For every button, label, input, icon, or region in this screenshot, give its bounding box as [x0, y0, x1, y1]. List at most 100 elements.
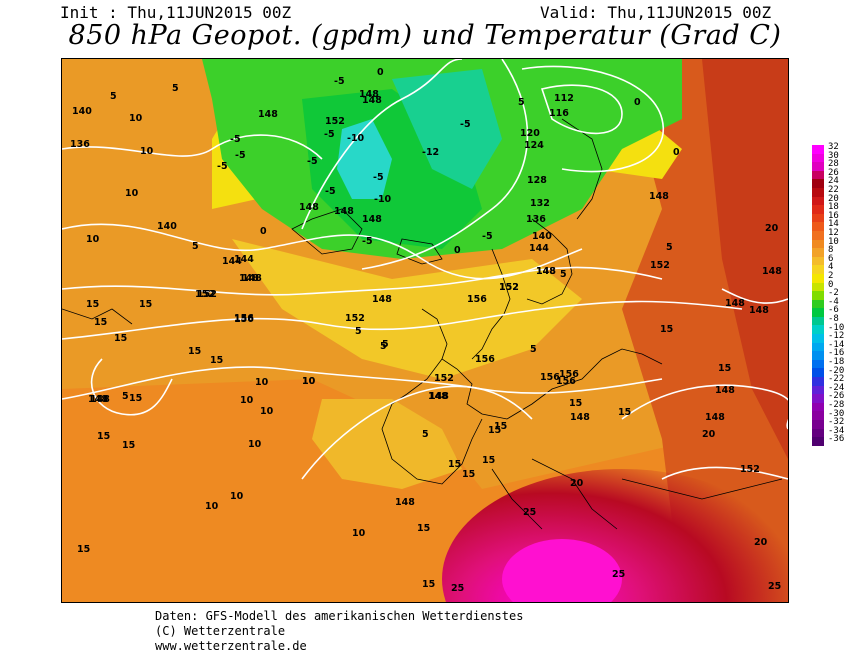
scale-swatch	[812, 239, 824, 249]
geopot-label: 140	[532, 231, 552, 242]
temp-label: 0	[634, 97, 641, 108]
scale-label: -14	[828, 339, 845, 350]
geopot-label: 148	[362, 214, 382, 225]
geopot-label: 152	[345, 313, 365, 324]
scale-swatch	[812, 342, 824, 352]
geopot-label: 128	[527, 175, 547, 186]
temp-label: -5	[460, 119, 471, 130]
geopot-label: 148	[299, 202, 319, 213]
temp-label: 10	[125, 188, 139, 199]
scale-label: 2	[828, 271, 834, 281]
scale-swatch	[812, 291, 824, 300]
scale-swatch	[812, 359, 824, 369]
scale-swatch	[812, 273, 824, 283]
footer-source: Daten: GFS-Modell des amerikanischen Wet…	[155, 609, 524, 623]
temp-label: 20	[570, 478, 584, 489]
geopot-label: 148	[334, 206, 354, 217]
temp-label: 25	[451, 583, 464, 594]
geopot-label: 148	[725, 298, 745, 309]
geopot-label: 148	[359, 89, 379, 100]
geopot-label: 144	[222, 256, 242, 267]
scale-swatch	[812, 394, 824, 403]
map-title: 850 hPa Geopot. (gpdm) und Temperatur (G…	[68, 20, 782, 51]
scale-swatch	[812, 170, 824, 180]
temp-label: 15	[448, 459, 461, 470]
temp-label: 15	[77, 544, 90, 555]
geopot-label: 152	[650, 260, 670, 271]
temp-label: 15	[618, 407, 631, 418]
scale-label: 18	[828, 202, 839, 213]
temp-label: 0	[673, 147, 680, 158]
scale-label: -22	[828, 374, 845, 385]
geopot-label: 112	[554, 93, 574, 104]
temp-label: 10	[352, 528, 366, 539]
scale-label: -36	[828, 434, 845, 445]
geopotential-labels: 140 136 140 144 148 152 156 148 152 156 …	[70, 89, 782, 508]
geopot-label: 124	[524, 140, 544, 151]
temp-label: -5	[307, 156, 318, 167]
geopot-label: 148	[429, 391, 449, 402]
temp-field-cyan-core	[337, 119, 392, 199]
geopot-label: 156	[540, 372, 560, 383]
temp-label: 15	[188, 346, 201, 357]
geopot-label: 152	[499, 282, 519, 293]
temp-label: 10	[86, 234, 100, 245]
scale-swatch	[812, 428, 824, 438]
temp-label: 25	[523, 507, 536, 518]
temp-label: -5	[482, 231, 493, 242]
temp-label: 15	[462, 469, 475, 480]
geopot-label: 148	[372, 294, 392, 305]
scale-swatch	[812, 162, 824, 171]
scale-swatch	[812, 265, 824, 274]
temp-label: -5	[334, 76, 345, 87]
geopot-label: 148	[90, 394, 110, 405]
temp-label: 5	[355, 326, 362, 337]
geopot-label: 144	[529, 243, 549, 254]
temp-label: 10	[260, 406, 274, 417]
scale-swatch	[812, 437, 824, 446]
geopot-label: 148	[88, 394, 108, 405]
scale-label: 4	[828, 262, 834, 273]
geopot-label: 156	[234, 314, 254, 325]
geopot-label: 156	[559, 369, 579, 380]
scale-label: -8	[828, 314, 839, 324]
temp-label: 5	[560, 269, 567, 280]
temp-label: 20	[754, 537, 768, 548]
temp-label: 5	[110, 91, 117, 102]
scale-swatch	[812, 145, 824, 154]
geopot-label: 152	[325, 116, 345, 127]
scale-swatch	[812, 411, 824, 420]
geopot-label: 148	[536, 266, 556, 277]
temp-label: 15	[660, 324, 673, 335]
temp-label: -5	[324, 129, 335, 140]
scale-label: 14	[828, 219, 839, 230]
geopot-label: 140	[72, 106, 92, 117]
temp-label: -12	[422, 147, 439, 158]
geopot-label: 148	[715, 385, 735, 396]
footer-url: www.wetterzentrale.de	[155, 639, 307, 653]
temp-label: -5	[325, 186, 336, 197]
geopotential-isolines	[62, 59, 788, 480]
temp-label: 0	[454, 245, 461, 256]
temp-label: -5	[373, 172, 384, 183]
weather-map: 140 136 140 144 148 152 156 148 152 156 …	[61, 58, 789, 603]
temp-label: 15	[488, 425, 501, 436]
scale-label: 24	[828, 176, 839, 187]
temp-label: 15	[422, 579, 435, 590]
scale-swatch	[812, 179, 824, 188]
geopot-label: 148	[395, 497, 415, 508]
scale-swatch	[812, 248, 824, 257]
geopot-label: 148	[705, 412, 725, 423]
geopot-label: 156	[556, 376, 576, 387]
temp-label: 20	[765, 223, 779, 234]
footer-copyright: (C) Wetterzentrale	[155, 624, 286, 638]
geopot-label: 152	[197, 289, 217, 300]
scale-swatch	[812, 420, 824, 429]
temp-label: 5	[382, 339, 389, 350]
temp-field-east-dark	[702, 59, 788, 459]
temp-label: 15	[94, 317, 107, 328]
geopot-label: 156	[475, 354, 495, 365]
scale-label: 0	[828, 279, 834, 290]
scale-label: -10	[828, 322, 845, 333]
geopot-label: 116	[549, 108, 569, 119]
